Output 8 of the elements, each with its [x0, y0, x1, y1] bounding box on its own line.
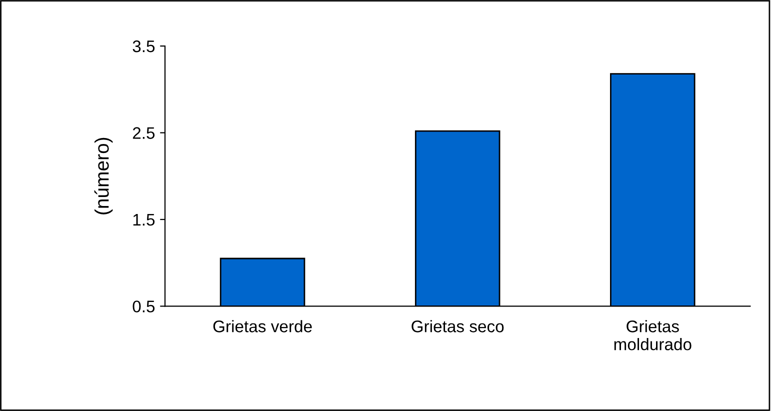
- x-tick-label: Grietas verde: [213, 320, 312, 332]
- y-axis-title: (número): [94, 138, 113, 214]
- y-tick-label: 0.5: [132, 300, 155, 312]
- y-tick-label: 3.5: [132, 40, 155, 52]
- y-tick-label: 2.5: [132, 127, 155, 139]
- x-tick-label: Grietas seco: [412, 320, 504, 332]
- y-tick-label: 1.5: [133, 214, 155, 226]
- x-tick-label: Grietas moldurado: [614, 320, 692, 350]
